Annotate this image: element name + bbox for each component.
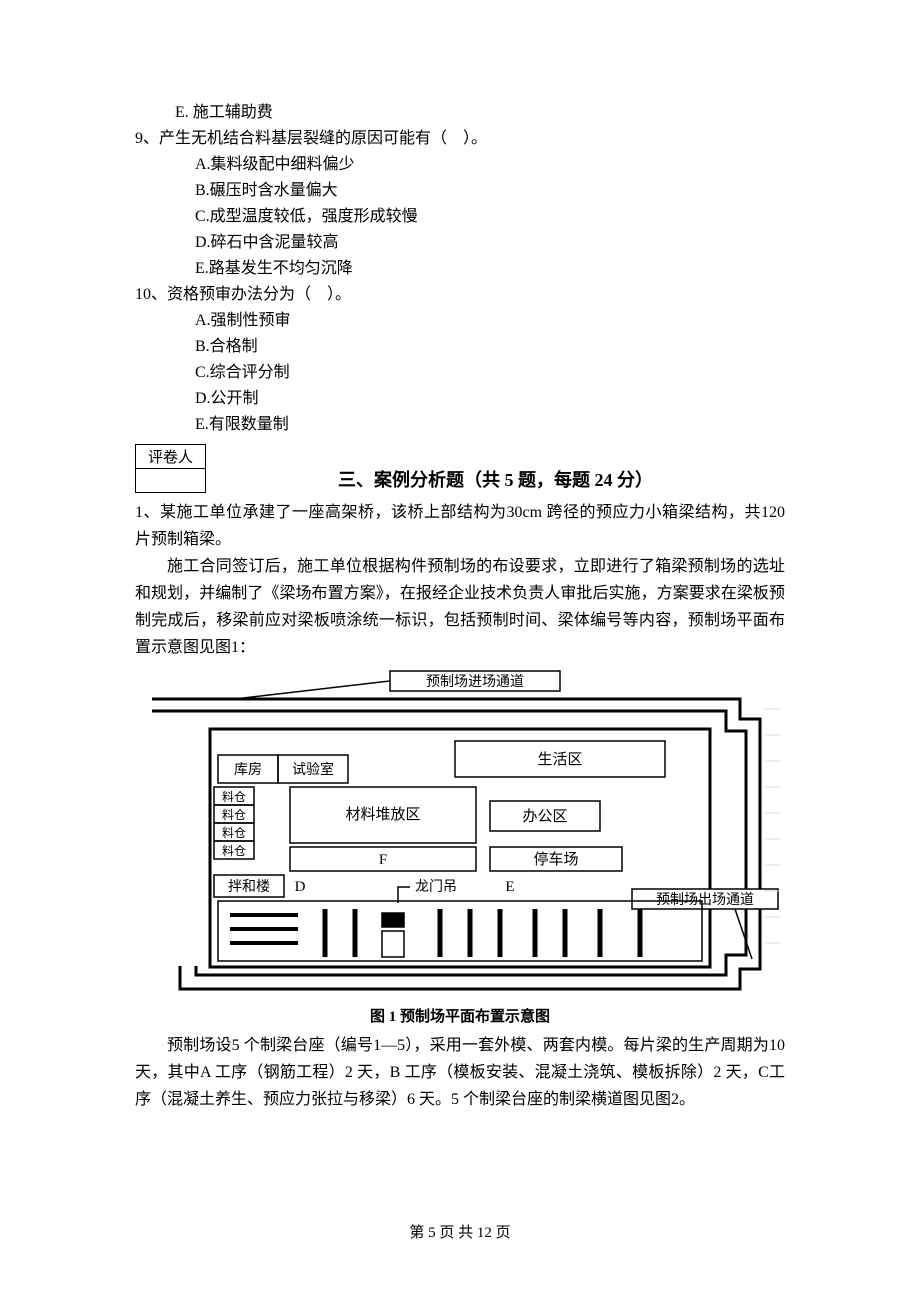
case-1-paragraph-2: 施工合同签订后，施工单位根据构件预制场的布设要求，立即进行了箱梁预制场的选址和规… bbox=[135, 553, 785, 661]
case-1-paragraph-3: 预制场设5 个制梁台座（编号1—5），采用一套外模、两套内模。每片梁的生产周期为… bbox=[135, 1032, 785, 1113]
svg-text:F: F bbox=[379, 852, 387, 868]
case-1-paragraph-1: 1、某施工单位承建了一座高架桥，该桥上部结构为30cm 跨径的预应力小箱梁结构，… bbox=[135, 499, 785, 553]
svg-text:料仓: 料仓 bbox=[222, 844, 246, 858]
diagram-caption: 图 1 预制场平面布置示意图 bbox=[135, 1005, 785, 1026]
svg-text:预制场进场通道: 预制场进场通道 bbox=[426, 674, 524, 690]
svg-text:试验室: 试验室 bbox=[292, 761, 334, 778]
svg-text:停车场: 停车场 bbox=[533, 851, 578, 868]
svg-text:预制场出场通道: 预制场出场通道 bbox=[656, 892, 754, 908]
grader-box: 评卷人 bbox=[135, 444, 206, 493]
option-e-prior: E. 施工辅助费 bbox=[135, 100, 785, 126]
svg-text:库房: 库房 bbox=[234, 762, 262, 778]
question-9-stem: 9、产生无机结合料基层裂缝的原因可能有（ ）。 bbox=[135, 126, 785, 152]
svg-text:E: E bbox=[505, 879, 514, 895]
question-10-option-e: E.有限数量制 bbox=[135, 412, 785, 438]
question-10-option-c: C.综合评分制 bbox=[135, 360, 785, 386]
question-9-option-c: C.成型温度较低，强度形成较慢 bbox=[135, 204, 785, 230]
svg-text:料仓: 料仓 bbox=[222, 790, 246, 804]
svg-text:拌和楼: 拌和楼 bbox=[228, 879, 270, 895]
precast-yard-diagram: 预制场进场通道预制场出场通道库房试验室生活区料仓料仓料仓料仓材料堆放区办公区F停… bbox=[135, 669, 785, 1001]
svg-text:材料堆放区: 材料堆放区 bbox=[345, 806, 420, 823]
question-9-option-d: D.碎石中含泥量较高 bbox=[135, 230, 785, 256]
question-10-option-b: B.合格制 bbox=[135, 334, 785, 360]
question-10-option-d: D.公开制 bbox=[135, 386, 785, 412]
svg-text:龙门吊: 龙门吊 bbox=[415, 879, 457, 895]
grader-blank bbox=[136, 469, 206, 493]
question-9-option-a: A.集料级配中细料偏少 bbox=[135, 152, 785, 178]
question-10-stem: 10、资格预审办法分为（ ）。 bbox=[135, 282, 785, 308]
svg-text:D: D bbox=[295, 879, 306, 895]
question-10-option-a: A.强制性预审 bbox=[135, 308, 785, 334]
section-3-title: 三、案例分析题（共 5 题，每题 24 分） bbox=[206, 467, 785, 493]
svg-text:办公区: 办公区 bbox=[522, 808, 567, 825]
question-9-option-b: B.碾压时含水量偏大 bbox=[135, 178, 785, 204]
svg-text:料仓: 料仓 bbox=[222, 808, 246, 822]
svg-text:生活区: 生活区 bbox=[537, 751, 582, 768]
question-9-option-e: E.路基发生不均匀沉降 bbox=[135, 256, 785, 282]
svg-text:料仓: 料仓 bbox=[222, 826, 246, 840]
page-footer: 第 5 页 共 12 页 bbox=[0, 1221, 920, 1242]
grader-label: 评卷人 bbox=[136, 445, 206, 469]
